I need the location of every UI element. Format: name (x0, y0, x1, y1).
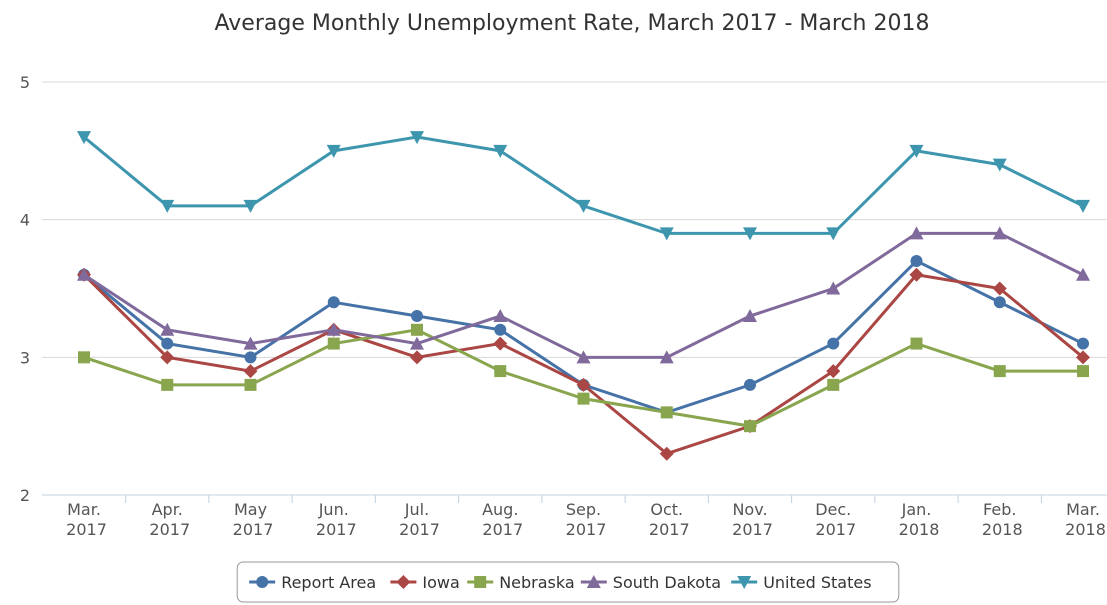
marker (743, 227, 757, 241)
marker (326, 144, 341, 158)
marker (256, 576, 269, 588)
marker (244, 351, 257, 364)
marker (576, 350, 591, 364)
marker (1076, 350, 1090, 365)
x-tick-label: Mar. 2018 (1060, 500, 1106, 539)
marker (410, 350, 424, 365)
marker (1076, 199, 1090, 213)
marker (493, 144, 508, 158)
marker (659, 227, 674, 241)
marker (993, 296, 1006, 309)
series-line (83, 231, 1084, 359)
legend-label: Report Area (281, 573, 376, 592)
x-tick-label: Sep. 2017 (561, 500, 607, 539)
marker (909, 226, 924, 240)
marker (992, 226, 1007, 240)
marker (243, 364, 258, 379)
marker (396, 575, 411, 589)
marker (992, 281, 1007, 296)
marker (826, 227, 841, 241)
marker (160, 199, 175, 213)
y-tick-label: 4 (20, 211, 30, 230)
x-tick-label: Oct. 2017 (644, 500, 690, 539)
marker (743, 309, 757, 323)
x-tick-label: Aug. 2017 (477, 500, 523, 539)
legend-label: United States (763, 573, 871, 592)
marker (577, 392, 590, 405)
marker (826, 281, 841, 295)
legend-label: Iowa (422, 573, 459, 592)
marker (244, 378, 257, 391)
marker (327, 337, 340, 350)
x-tick-label: Dec. 2017 (810, 500, 856, 539)
marker (992, 158, 1007, 172)
marker (909, 267, 924, 282)
marker (744, 378, 756, 391)
marker (1077, 365, 1089, 378)
marker (993, 365, 1006, 378)
marker (326, 322, 341, 336)
legend: Report Area Iowa Nebraska South Dakota Unite… (236, 561, 900, 603)
marker (78, 351, 90, 364)
x-tick-label: Apr. 2017 (144, 500, 190, 539)
legend-box (236, 561, 900, 603)
marker (494, 323, 507, 336)
chart-title: Average Monthly Unemployment Rate, March… (215, 11, 930, 36)
series-line (83, 135, 1084, 235)
x-tick-label: Mar. 2017 (61, 500, 107, 539)
x-tick-label: Nov. 2017 (727, 500, 773, 539)
marker (474, 576, 487, 588)
marker (576, 199, 591, 213)
marker (161, 337, 174, 350)
legend-label: South Dakota (613, 573, 721, 592)
x-tick-label: Jun. 2017 (311, 500, 357, 539)
marker (410, 131, 424, 145)
x-tick-label: Jul. 2017 (394, 500, 440, 539)
marker (1076, 267, 1090, 281)
marker (659, 350, 674, 364)
marker (411, 323, 423, 336)
marker (493, 309, 508, 323)
marker (660, 406, 673, 419)
marker (243, 336, 258, 350)
marker (160, 322, 175, 336)
marker (737, 576, 752, 589)
marker (910, 337, 923, 350)
marker (827, 337, 840, 350)
marker (77, 267, 91, 281)
marker (827, 378, 840, 391)
x-tick-label: Feb. 2018 (977, 500, 1023, 539)
legend-label: Nebraska (499, 573, 574, 592)
x-tick-label: May 2017 (228, 500, 274, 539)
y-tick-label: 2 (20, 486, 30, 505)
marker (576, 377, 591, 392)
y-tick-label: 5 (20, 73, 30, 92)
marker (826, 364, 841, 379)
marker (744, 420, 756, 433)
marker (493, 336, 508, 351)
marker (411, 310, 423, 323)
series-line (82, 273, 1084, 456)
y-tick-label: 3 (20, 348, 30, 367)
marker (327, 296, 340, 309)
marker (410, 336, 424, 350)
marker (1077, 337, 1089, 350)
marker (586, 575, 601, 588)
marker (910, 254, 923, 267)
marker (77, 131, 91, 145)
marker (909, 144, 924, 158)
marker (161, 378, 174, 391)
marker (659, 446, 674, 461)
marker (160, 350, 175, 365)
marker (494, 365, 507, 378)
x-tick-label: Jan. 2018 (894, 500, 940, 539)
marker (243, 199, 258, 213)
